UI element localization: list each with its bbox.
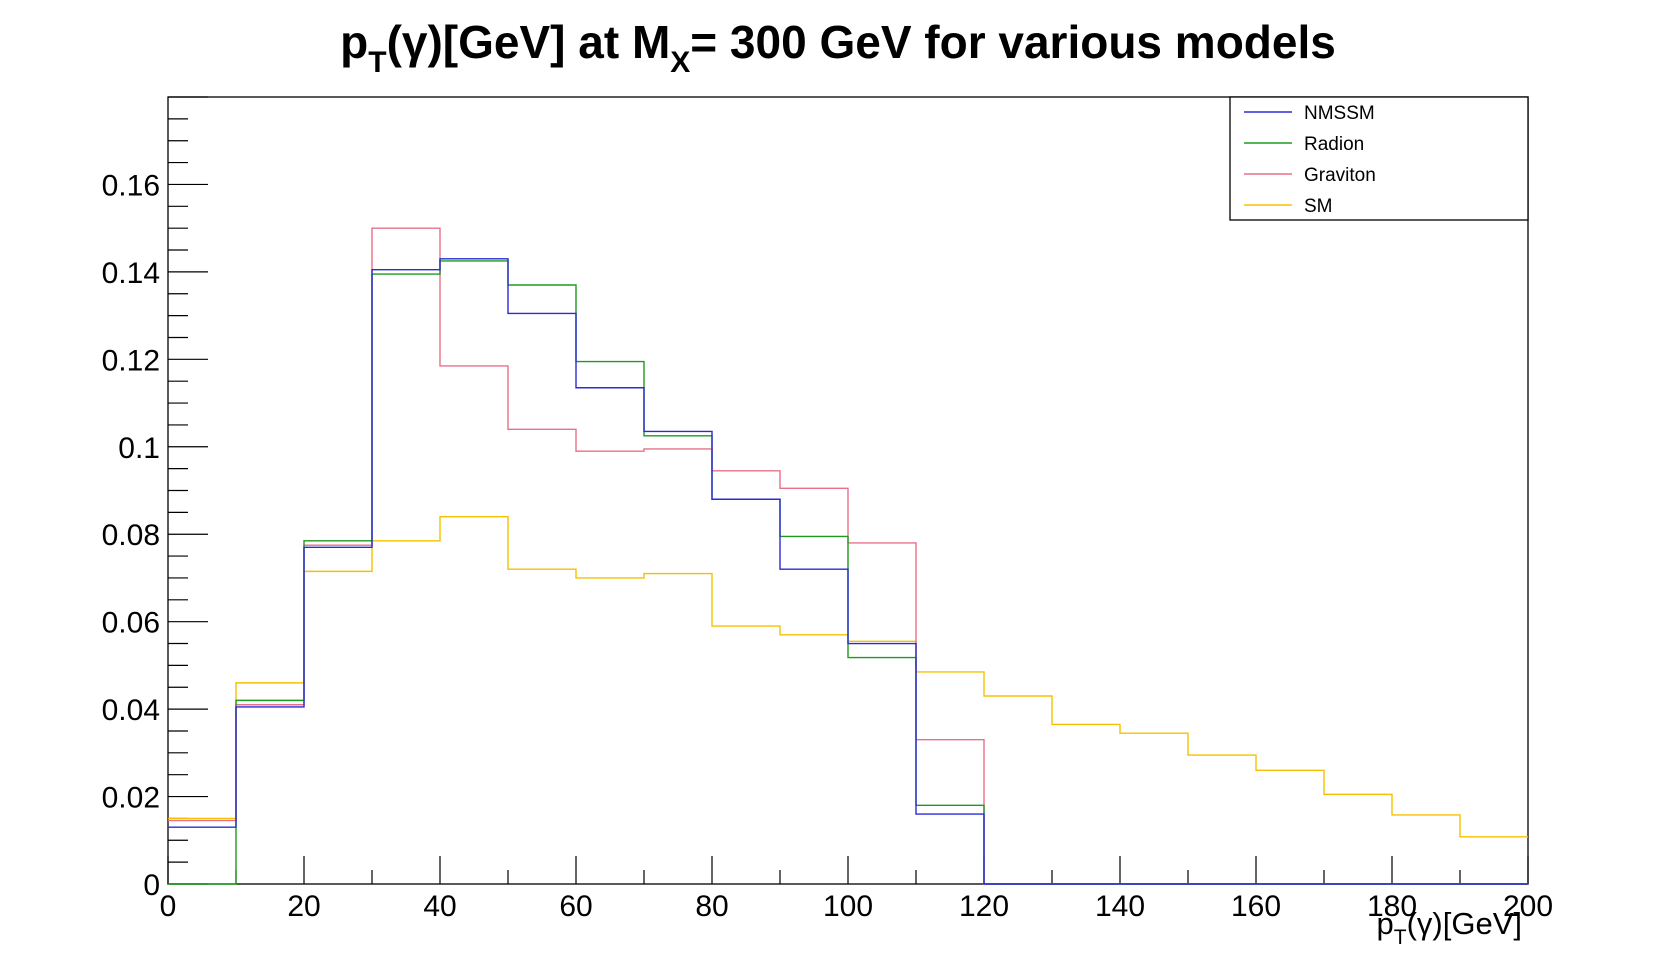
legend-label: NMSSM xyxy=(1304,103,1375,124)
y-tick-label: 0.12 xyxy=(102,344,160,377)
x-tick-label: 80 xyxy=(695,890,728,923)
x-axis-ticks: 0 20 40 60 80 100 120 140 160 180 200 xyxy=(160,856,1553,923)
series-line-nmssm xyxy=(168,258,1528,885)
legend-label: Graviton xyxy=(1304,165,1376,186)
chart-title: pT(γ)[GeV] at MX= 300 GeV for various mo… xyxy=(340,16,1336,79)
y-tick-label: 0.02 xyxy=(102,782,160,815)
x-tick-label: 200 xyxy=(1503,890,1553,923)
x-tick-label: 180 xyxy=(1367,890,1417,923)
y-tick-label: 0.14 xyxy=(102,257,160,290)
y-tick-label: 0.06 xyxy=(102,607,160,640)
x-tick-label: 60 xyxy=(559,890,592,923)
legend: NMSSM Radion Graviton SM xyxy=(1229,96,1529,221)
x-tick-label: 20 xyxy=(287,890,320,923)
x-tick-label: 0 xyxy=(160,890,177,923)
y-tick-label: 0.1 xyxy=(118,432,160,465)
y-tick-label: 0 xyxy=(143,869,160,902)
legend-label: SM xyxy=(1304,196,1333,217)
legend-label: Radion xyxy=(1304,134,1364,155)
x-tick-label: 120 xyxy=(959,890,1009,923)
x-tick-label: 140 xyxy=(1095,890,1145,923)
series-group xyxy=(168,227,1528,885)
y-tick-label: 0.16 xyxy=(102,169,160,202)
x-axis-title: pT(γ)[GeV] xyxy=(1377,906,1522,949)
x-tick-label: 40 xyxy=(423,890,456,923)
x-tick-label: 160 xyxy=(1231,890,1281,923)
legend-box xyxy=(1229,96,1529,221)
y-tick-label: 0.04 xyxy=(102,694,160,727)
y-tick-label: 0.08 xyxy=(102,519,160,552)
y-axis-ticks: 0 0.02 0.04 0.06 0.08 0.1 0.12 0.14 0.16 xyxy=(102,96,208,902)
x-tick-label: 100 xyxy=(823,890,873,923)
